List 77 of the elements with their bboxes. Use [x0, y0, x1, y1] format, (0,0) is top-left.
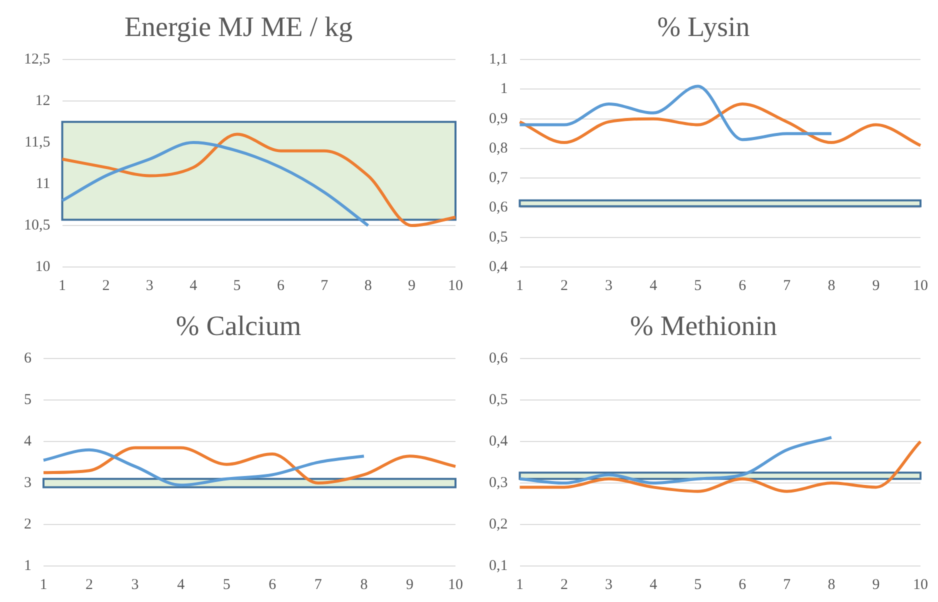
x-tick-label: 9 [406, 576, 414, 593]
x-tick-label: 10 [913, 576, 928, 593]
x-tick-label: 9 [872, 576, 880, 593]
y-tick-label: 0,5 [489, 392, 508, 408]
x-tick-label: 9 [872, 278, 880, 294]
y-tick-label: 0,4 [489, 433, 508, 450]
y-tick-label: 0,5 [489, 229, 508, 246]
x-tick-label: 10 [913, 278, 928, 294]
x-tick-label: 2 [102, 278, 110, 294]
x-tick-label: 7 [783, 576, 792, 593]
x-tick-label: 4 [650, 278, 658, 294]
x-tick-label: 4 [650, 576, 658, 593]
x-tick-label: 3 [605, 278, 613, 294]
y-tick-label: 0,4 [489, 258, 508, 275]
y-tick-label: 3 [24, 474, 32, 491]
chart-title: % Methionin [630, 311, 777, 342]
x-tick-label: 2 [560, 576, 568, 593]
x-tick-label: 5 [222, 576, 230, 593]
y-tick-label: 2 [24, 516, 32, 532]
x-tick-label: 3 [605, 576, 613, 593]
x-tick-label: 9 [408, 278, 416, 294]
x-tick-label: 6 [268, 576, 277, 593]
x-tick-label: 6 [738, 278, 747, 294]
x-tick-label: 7 [314, 576, 322, 593]
y-tick-label: 6 [24, 350, 32, 367]
line-series [518, 440, 922, 493]
line-series [518, 102, 922, 148]
y-tick-label: 12 [35, 93, 50, 110]
x-tick-label: 2 [86, 576, 94, 593]
y-tick-label: 0,6 [489, 200, 508, 216]
x-tick-label: 10 [448, 278, 463, 294]
x-tick-label: 7 [783, 278, 792, 294]
x-tick-label: 8 [360, 576, 368, 593]
x-tick-label: 8 [828, 576, 836, 593]
x-tick-label: 5 [233, 278, 241, 294]
y-tick-label: 0,3 [489, 474, 508, 491]
y-tick-label: 12,5 [24, 52, 50, 68]
y-tick-label: 1 [24, 558, 32, 574]
y-tick-label: 10 [35, 258, 50, 275]
line-series [518, 436, 833, 485]
x-tick-label: 2 [560, 278, 568, 294]
line-series [518, 84, 833, 142]
x-tick-label: 8 [364, 278, 372, 294]
x-tick-label: 10 [448, 576, 463, 593]
x-tick-label: 8 [828, 278, 836, 294]
x-tick-label: 4 [190, 278, 198, 294]
x-tick-label: 6 [738, 576, 747, 593]
x-tick-label: 4 [177, 576, 186, 593]
chart-title: % Lysin [657, 12, 750, 44]
x-tick-label: 5 [694, 278, 702, 294]
line-series [60, 132, 457, 228]
y-tick-label: 1,1 [489, 52, 508, 68]
x-tick-label: 3 [131, 576, 139, 593]
y-tick-label: 4 [24, 433, 32, 450]
line-series [60, 141, 370, 228]
chart-title: Energie MJ ME / kg [124, 12, 353, 44]
y-tick-label: 11 [36, 176, 50, 192]
x-tick-label: 7 [320, 278, 329, 294]
x-tick-label: 5 [694, 576, 702, 593]
x-tick-label: 1 [516, 576, 524, 593]
y-tick-label: 0,6 [489, 350, 508, 367]
line-series [42, 446, 457, 485]
y-tick-label: 1 [500, 81, 508, 98]
line-series [42, 448, 366, 487]
y-tick-label: 0,2 [489, 516, 508, 532]
x-tick-label: 1 [58, 278, 66, 294]
y-tick-label: 0,1 [489, 558, 508, 574]
x-tick-label: 3 [146, 278, 154, 294]
y-tick-label: 11,5 [24, 134, 50, 150]
y-tick-label: 0,9 [489, 110, 508, 127]
x-tick-label: 6 [276, 278, 285, 294]
chart-title: % Calcium [176, 311, 302, 342]
y-tick-label: 10,5 [24, 217, 50, 234]
y-tick-label: 5 [24, 392, 32, 408]
x-tick-label: 1 [516, 278, 524, 294]
y-tick-label: 0,7 [489, 170, 508, 186]
y-tick-label: 0,8 [489, 140, 508, 156]
